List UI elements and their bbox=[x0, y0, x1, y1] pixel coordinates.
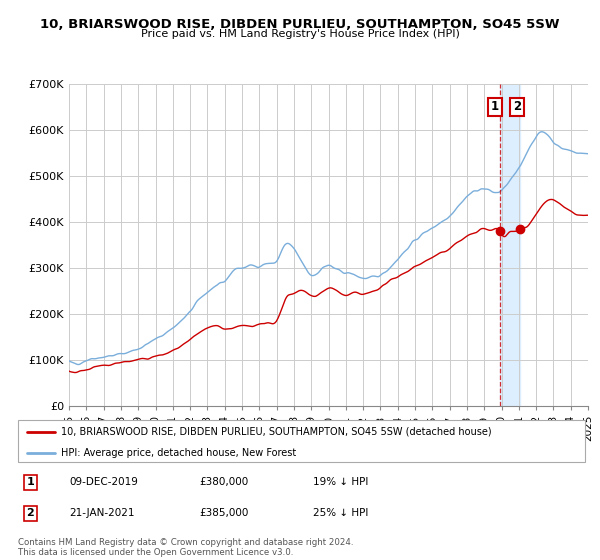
Text: Contains HM Land Registry data © Crown copyright and database right 2024.: Contains HM Land Registry data © Crown c… bbox=[18, 538, 353, 547]
Text: 2: 2 bbox=[26, 508, 34, 519]
Text: This data is licensed under the Open Government Licence v3.0.: This data is licensed under the Open Gov… bbox=[18, 548, 293, 557]
Text: 10, BRIARSWOOD RISE, DIBDEN PURLIEU, SOUTHAMPTON, SO45 5SW: 10, BRIARSWOOD RISE, DIBDEN PURLIEU, SOU… bbox=[40, 18, 560, 31]
Bar bbox=[500, 84, 520, 406]
Text: £380,000: £380,000 bbox=[199, 477, 248, 487]
Text: 25% ↓ HPI: 25% ↓ HPI bbox=[313, 508, 368, 519]
FancyBboxPatch shape bbox=[18, 420, 585, 462]
Text: £385,000: £385,000 bbox=[199, 508, 249, 519]
Text: 10, BRIARSWOOD RISE, DIBDEN PURLIEU, SOUTHAMPTON, SO45 5SW (detached house): 10, BRIARSWOOD RISE, DIBDEN PURLIEU, SOU… bbox=[61, 427, 491, 437]
Text: 2: 2 bbox=[513, 100, 521, 114]
Text: 21-JAN-2021: 21-JAN-2021 bbox=[69, 508, 134, 519]
Text: 1: 1 bbox=[26, 477, 34, 487]
Text: HPI: Average price, detached house, New Forest: HPI: Average price, detached house, New … bbox=[61, 448, 296, 458]
Text: Price paid vs. HM Land Registry's House Price Index (HPI): Price paid vs. HM Land Registry's House … bbox=[140, 29, 460, 39]
Text: 19% ↓ HPI: 19% ↓ HPI bbox=[313, 477, 368, 487]
Text: 1: 1 bbox=[491, 100, 499, 114]
Text: 09-DEC-2019: 09-DEC-2019 bbox=[69, 477, 138, 487]
